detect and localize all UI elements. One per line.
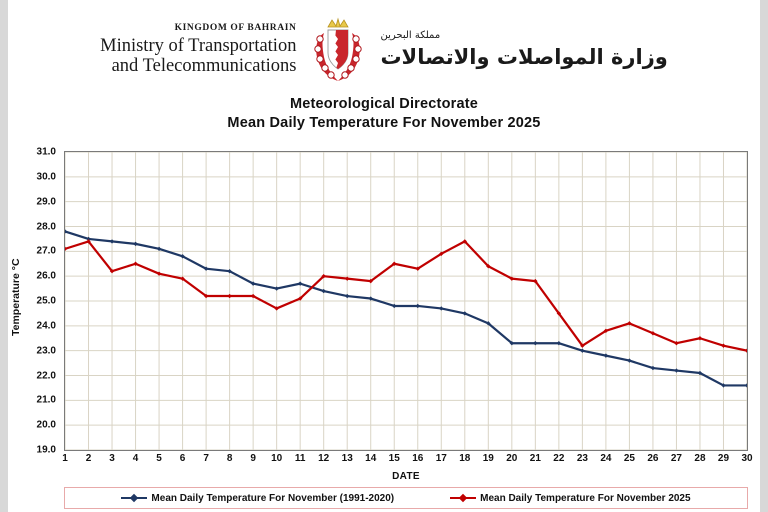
bahrain-coat-of-arms-icon [310,17,366,83]
y-axis-tick-label: 22.0 [36,370,56,381]
y-axis-tick-label: 28.0 [36,221,56,232]
x-axis-tick-label: 10 [271,453,283,464]
header-english-block: KINGDOM OF BAHRAIN Ministry of Transport… [100,23,296,77]
legend-label-2025: Mean Daily Temperature For November 2025 [480,492,691,504]
y-axis-tick-label: 26.0 [36,270,56,282]
x-axis-tick-label: 26 [647,453,659,464]
x-axis-tick-label: 25 [623,453,635,464]
x-axis-tick-label: 3 [109,453,115,464]
report-page: KINGDOM OF BAHRAIN Ministry of Transport… [8,0,760,512]
x-axis-tick-label: 9 [250,453,256,464]
y-axis-tick-label: 23.0 [36,345,56,357]
ministry-name-arabic: وزارة المواصلات والاتصالات [380,44,668,69]
y-axis-ticks: 31.0 30.0 29.0 28.0 27.0 26.0 25.0 24.0 23.0 22.0… [18,140,56,490]
kingdom-label-arabic: مملكة البحرين [380,29,441,41]
x-axis-tick-label: 28 [694,453,706,464]
x-axis-tick-label: 13 [341,453,353,464]
x-axis-tick-label: 4 [132,453,139,464]
x-axis-tick-label: 27 [670,453,682,464]
x-axis-tick-label: 8 [226,453,233,464]
x-axis-tick-label: 5 [156,453,162,464]
legend-label-normals: Mean Daily Temperature For November (199… [151,492,395,504]
y-axis-tick-label: 29.0 [36,196,56,208]
chart-subtitle: Mean Daily Temperature For November 2025 [227,115,541,131]
x-axis-tick-label: 22 [553,453,565,464]
x-axis-tick-label: 20 [506,453,518,464]
y-axis-tick-label: 19.0 [36,444,56,456]
x-axis-tick-label: 23 [576,453,588,464]
x-axis-ticks: 1 2 3 4 5 6 7 8 9 10 11 12 13 14 15 16 17 18 19 20 21 22 23 24 2… [62,453,752,469]
x-axis-tick-label: 14 [365,453,377,464]
directorate-title: Meteorological Directorate [289,96,479,112]
y-axis-tick-label: 31.0 [36,146,56,158]
kingdom-label: KINGDOM OF BAHRAIN [174,22,297,33]
x-axis-tick-label: 7 [203,453,209,464]
legend-item-2025[interactable]: Mean Daily Temperature For November 2025 [450,492,691,504]
x-axis-tick-label: 17 [435,453,447,464]
x-axis-tick-label: 2 [85,453,92,464]
header-arabic-block: مملكة البحرين وزارة المواصلات والاتصالات [380,30,667,70]
ministry-name-line2: and Telecommunications [111,56,297,77]
x-axis-tick-label: 24 [600,453,612,464]
legend-line-diamond-marker-icon [121,493,148,503]
y-axis-tick-label: 25.0 [36,295,56,307]
x-axis-tick-label: 1 [62,453,68,464]
legend-item-normals[interactable]: Mean Daily Temperature For November (199… [121,493,394,504]
ministry-name-line1: Ministry of Transportation [100,35,297,56]
chart-title-block: Meteorological Directorate Mean Daily Te… [8,96,760,131]
plot-area [64,151,748,451]
x-axis-tick-label: 19 [482,453,494,464]
x-axis-label: DATE [392,471,420,482]
y-axis-tick-label: 27.0 [36,245,56,257]
x-axis-tick-label: 11 [294,453,306,464]
temperature-chart: Temperature °C 31.0 30.0 29.0 28.0 27.0 26.0 2… [8,140,760,490]
y-axis-tick-label: 21.0 [36,394,56,406]
y-axis-tick-label: 30.0 [36,171,56,183]
x-axis-tick-label: 12 [318,453,330,464]
y-axis-tick-label: 20.0 [36,419,56,431]
x-axis-tick-label: 21 [529,453,541,464]
x-axis-tick-label: 6 [179,453,186,464]
x-axis-tick-label: 18 [459,453,471,464]
y-axis-tick-label: 24.0 [36,320,56,332]
legend-line-diamond-marker-icon [450,493,477,503]
x-axis-tick-label: 30 [741,453,753,464]
x-axis-tick-label: 16 [412,453,424,464]
ministry-header: KINGDOM OF BAHRAIN Ministry of Transport… [8,14,760,86]
x-axis-tick-label: 29 [717,453,730,464]
x-axis-tick-label: 15 [388,453,400,464]
chart-legend: Mean Daily Temperature For November (199… [64,487,748,509]
